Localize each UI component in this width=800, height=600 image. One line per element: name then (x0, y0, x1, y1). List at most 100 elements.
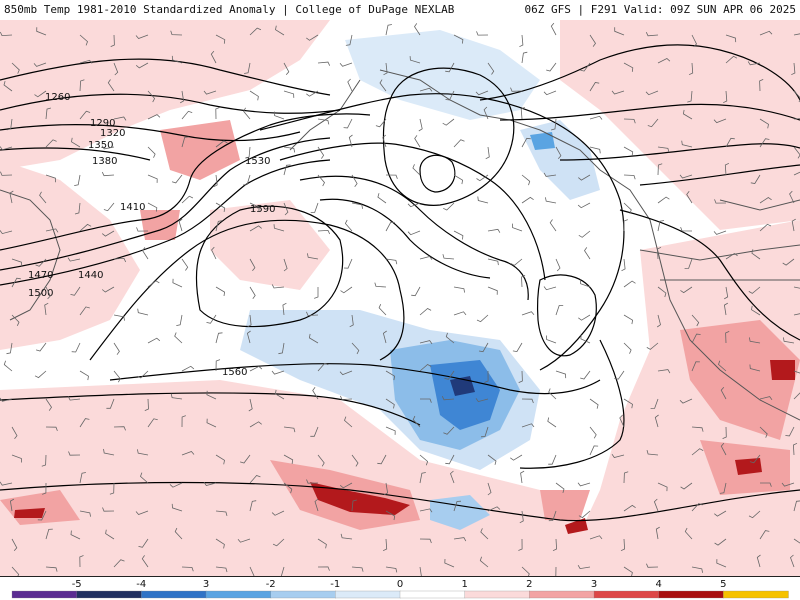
legend-tick-label: -4 (136, 579, 146, 590)
wind-barb (79, 418, 90, 428)
wind-barb (621, 258, 626, 272)
wind-barb (543, 172, 557, 177)
wind-barb (176, 314, 183, 326)
wind-barb (249, 500, 257, 512)
wind-barb (385, 510, 396, 521)
wind-barb (203, 90, 217, 95)
wind-barb (215, 332, 223, 344)
wind-barb (656, 314, 661, 328)
wind-barb (385, 566, 398, 573)
wind-barb (646, 563, 659, 568)
wind-barb (680, 226, 693, 232)
wind-barb (453, 500, 462, 512)
wind-barb (9, 498, 15, 512)
wind-barb (580, 62, 591, 72)
legend-color-swatch (399, 590, 466, 599)
wind-barb (691, 34, 697, 48)
wind-barb (0, 31, 13, 37)
wind-barb (215, 566, 228, 573)
wind-barb (519, 34, 524, 48)
contour-label-1590: 1590 (250, 204, 275, 215)
wind-barb (620, 538, 626, 552)
wind-barb (147, 202, 158, 212)
wind-barb (751, 249, 761, 260)
wind-barb (510, 87, 523, 92)
wind-barb (144, 398, 149, 411)
wind-barb (790, 554, 795, 568)
wind-barb (0, 481, 13, 486)
wind-barb (476, 174, 489, 182)
wind-barb (317, 61, 331, 66)
wind-barb (623, 219, 628, 231)
wind-barb (686, 191, 693, 204)
wind-barb (485, 146, 490, 160)
wind-barb (45, 139, 57, 148)
wind-barb (453, 286, 465, 293)
wind-barb (310, 202, 319, 213)
wind-barb (36, 27, 47, 36)
wind-barb (419, 364, 432, 372)
wind-barb (545, 197, 557, 204)
wind-barb (6, 118, 13, 131)
wind-barb (170, 393, 183, 400)
wind-barb (210, 50, 217, 64)
wind-barb (714, 199, 727, 204)
wind-barb (656, 246, 662, 260)
wind-barb (103, 448, 115, 456)
wind-barb (45, 528, 53, 540)
wind-barb (654, 414, 659, 428)
wind-barb (716, 559, 727, 568)
legend-color-bar (11, 590, 789, 599)
wind-barb (445, 454, 455, 465)
wind-barb (589, 82, 600, 92)
wind-barb (688, 62, 694, 76)
wind-barb (343, 258, 353, 269)
wind-barb (278, 342, 285, 355)
wind-barb (476, 31, 489, 36)
wind-barb (39, 191, 47, 204)
wind-barb (419, 566, 422, 576)
wind-barb (657, 196, 670, 204)
wind-barb (211, 246, 217, 260)
wind-barb (578, 314, 591, 321)
contour-label-1470: 1470 (28, 270, 53, 281)
wind-barb (385, 24, 392, 36)
wind-barb (548, 510, 557, 522)
wind-barb (3, 80, 13, 92)
wind-barb (480, 426, 489, 438)
wind-barb (623, 280, 636, 288)
wind-barb (589, 115, 603, 120)
wind-barb (113, 342, 120, 355)
wind-barb (340, 533, 353, 540)
wind-barb (271, 284, 285, 289)
wind-barb (483, 106, 489, 120)
wind-barb (142, 247, 149, 260)
wind-barb (382, 134, 387, 148)
wind-barb (713, 118, 727, 124)
wind-barb (453, 230, 464, 240)
wind-barb (720, 442, 727, 456)
wind-barb (657, 482, 668, 492)
wind-barb (655, 526, 660, 540)
wind-barb (512, 223, 523, 232)
wind-barb (181, 415, 186, 428)
wind-barb (181, 365, 195, 372)
wind-barb (348, 134, 353, 148)
wind-barb (614, 27, 625, 36)
wind-barb (306, 34, 319, 41)
wind-barb (647, 118, 659, 128)
wind-barb (113, 116, 127, 121)
wind-barb (351, 499, 357, 512)
wind-barb (793, 33, 800, 36)
wind-barb (724, 162, 730, 176)
wind-barb (317, 363, 329, 372)
wind-barb (419, 538, 432, 544)
contour-label-1410: 1410 (120, 202, 145, 213)
wind-barb (548, 454, 557, 465)
wind-barb (339, 370, 353, 376)
wind-barb (317, 454, 325, 467)
wind-barb (725, 34, 737, 43)
wind-barb (759, 223, 772, 232)
wind-barb (312, 387, 319, 400)
wind-barb (138, 538, 149, 548)
